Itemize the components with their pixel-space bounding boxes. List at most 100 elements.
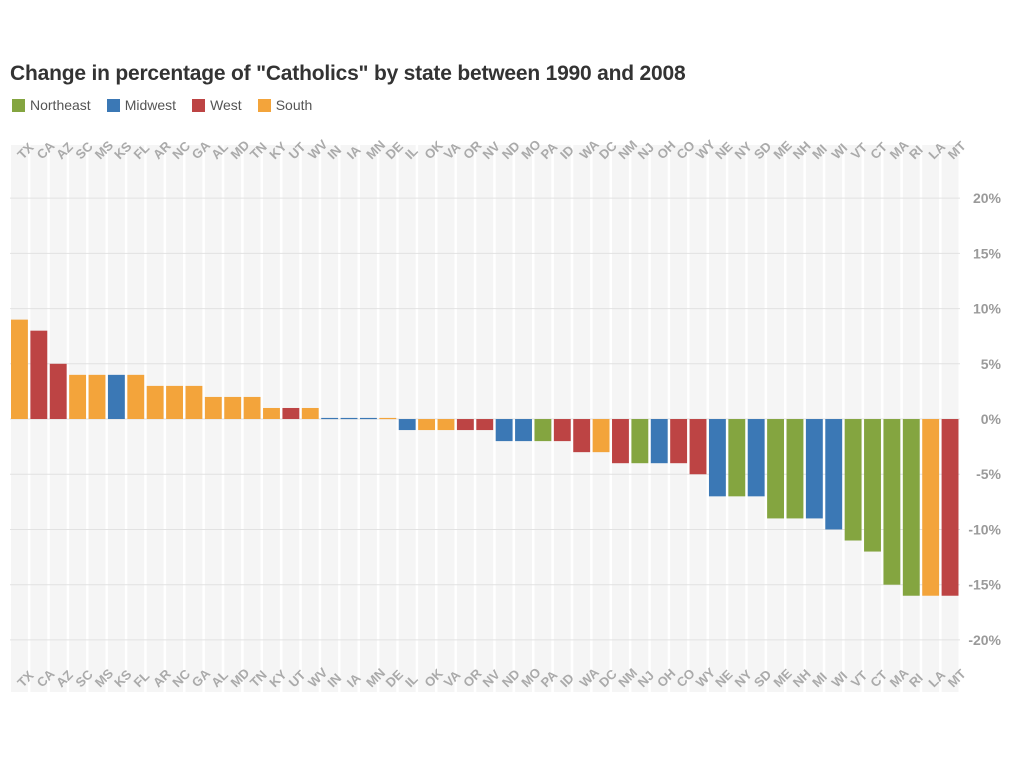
bar-ma xyxy=(883,419,901,585)
legend-label: South xyxy=(275,97,313,113)
bar-il xyxy=(398,419,416,431)
bar-ky xyxy=(263,407,280,420)
bar-vt xyxy=(844,419,862,541)
column-stripe xyxy=(515,145,532,692)
bar-ms xyxy=(88,374,106,420)
column-stripe xyxy=(902,145,920,692)
column-stripe xyxy=(747,145,765,692)
y-tick-label: 5% xyxy=(981,356,1002,372)
legend-swatch xyxy=(12,98,25,112)
column-stripe xyxy=(495,145,513,692)
y-tick-label: -15% xyxy=(968,577,1001,593)
bar-al xyxy=(204,396,222,420)
legend-item-midwest: Midwest xyxy=(106,97,177,113)
bar-de xyxy=(379,417,397,420)
bar-wy xyxy=(689,419,707,475)
bar-ga xyxy=(185,385,203,420)
bar-ne xyxy=(708,419,726,497)
column-stripe xyxy=(825,145,843,692)
bar-sc xyxy=(69,374,87,420)
bar-or xyxy=(456,419,474,431)
bar-wa xyxy=(573,419,591,453)
bar-ny xyxy=(728,419,746,497)
bar-mo xyxy=(515,419,532,442)
bar-ks xyxy=(107,374,125,420)
bar-nc xyxy=(166,385,183,420)
y-tick-label: 0% xyxy=(981,411,1002,427)
column-stripe xyxy=(728,145,746,692)
legend-label: West xyxy=(210,97,242,113)
bar-va xyxy=(437,419,455,431)
column-stripe xyxy=(476,145,494,692)
bar-ut xyxy=(282,407,300,420)
column-stripe xyxy=(767,145,785,692)
bar-fl xyxy=(127,374,145,420)
bar-nj xyxy=(631,419,649,464)
legend-label: Midwest xyxy=(124,97,177,113)
bar-ct xyxy=(864,419,881,552)
bar-pa xyxy=(534,419,552,442)
column-stripe xyxy=(592,145,610,692)
column-stripe xyxy=(670,145,688,692)
column-stripe xyxy=(844,145,862,692)
bar-mn xyxy=(359,417,377,420)
bar-dc xyxy=(592,419,610,453)
bar-me xyxy=(767,419,785,519)
legend-item-west: West xyxy=(192,97,242,113)
bar-ia xyxy=(340,417,358,420)
bar-la xyxy=(922,419,940,596)
bar-nd xyxy=(495,419,513,442)
y-tick-label: -20% xyxy=(968,632,1001,648)
bar-ok xyxy=(418,419,436,431)
bar-tx xyxy=(11,319,28,420)
y-tick-label: 10% xyxy=(973,301,1002,317)
column-stripe xyxy=(631,145,649,692)
legend-item-south: South xyxy=(257,97,313,113)
bar-wi xyxy=(825,419,843,530)
column-stripe xyxy=(612,145,629,692)
bar-nv xyxy=(476,419,494,431)
legend-swatch xyxy=(257,98,271,112)
bar-az xyxy=(49,363,67,420)
bar-wv xyxy=(301,407,319,420)
bar-ar xyxy=(146,385,164,420)
y-tick-label: -5% xyxy=(976,466,1001,482)
column-stripe xyxy=(708,145,726,692)
bar-in xyxy=(321,417,339,420)
legend-item-northeast: Northeast xyxy=(12,97,91,113)
bar-tn xyxy=(243,396,261,420)
bar-co xyxy=(670,419,688,464)
column-stripe xyxy=(864,145,881,692)
y-tick-label: 20% xyxy=(973,190,1002,206)
bar-nh xyxy=(786,419,804,519)
bar-md xyxy=(224,396,242,420)
column-stripe xyxy=(398,145,416,692)
bar-nm xyxy=(612,419,629,464)
bar-id xyxy=(553,419,571,442)
column-stripe xyxy=(805,145,823,692)
legend: Northeast Midwest West South xyxy=(12,97,312,113)
chart-title: Change in percentage of "Catholics" by s… xyxy=(10,62,686,85)
bar-oh xyxy=(650,419,668,464)
bar-sd xyxy=(747,419,765,497)
legend-label: Northeast xyxy=(30,97,91,113)
bar-mi xyxy=(805,419,823,519)
column-stripe xyxy=(437,145,455,692)
y-tick-label: -10% xyxy=(968,521,1001,537)
column-stripe xyxy=(922,145,940,692)
column-stripe xyxy=(689,145,707,692)
column-stripe xyxy=(573,145,591,692)
y-tick-label: 15% xyxy=(973,245,1002,261)
bar-ca xyxy=(30,330,48,420)
column-stripe xyxy=(418,145,436,692)
bar-ri xyxy=(902,419,920,596)
column-stripe xyxy=(883,145,901,692)
column-stripe xyxy=(456,145,474,692)
column-stripe xyxy=(553,145,571,692)
column-stripe xyxy=(534,145,552,692)
bar-mt xyxy=(941,419,959,596)
legend-swatch xyxy=(106,98,120,112)
column-stripe xyxy=(650,145,668,692)
legend-swatch xyxy=(192,98,206,112)
